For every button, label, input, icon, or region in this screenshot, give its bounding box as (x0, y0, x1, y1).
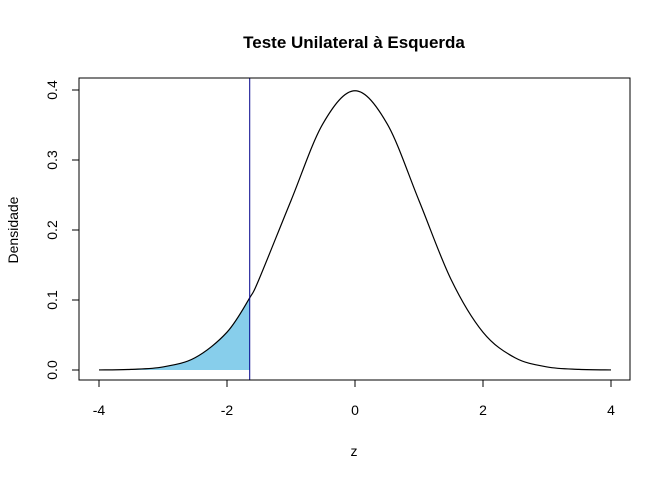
shaded-rejection-region (99, 297, 250, 370)
y-tick-label: 0.0 (44, 360, 60, 380)
y-axis: 0.0 0.1 0.2 0.3 0.4 (44, 80, 80, 380)
plot-layer (98, 78, 612, 380)
x-axis: -4 -2 0 2 4 (93, 379, 615, 418)
x-axis-label: z (351, 443, 358, 459)
x-tick-label: 0 (351, 402, 359, 418)
y-tick-label: 0.1 (44, 290, 60, 310)
x-tick-label: 2 (479, 402, 487, 418)
density-curve (98, 90, 612, 371)
chart-title: Teste Unilateral à Esquerda (243, 33, 465, 52)
plot-frame (78, 77, 631, 381)
y-axis-label: Densidade (5, 196, 21, 263)
x-tick-label: -2 (221, 402, 234, 418)
y-tick-label: 0.4 (44, 80, 60, 100)
x-tick-label: 4 (607, 402, 615, 418)
y-tick-label: 0.3 (44, 150, 60, 170)
y-tick-label: 0.2 (44, 220, 60, 240)
x-tick-label: -4 (93, 402, 106, 418)
